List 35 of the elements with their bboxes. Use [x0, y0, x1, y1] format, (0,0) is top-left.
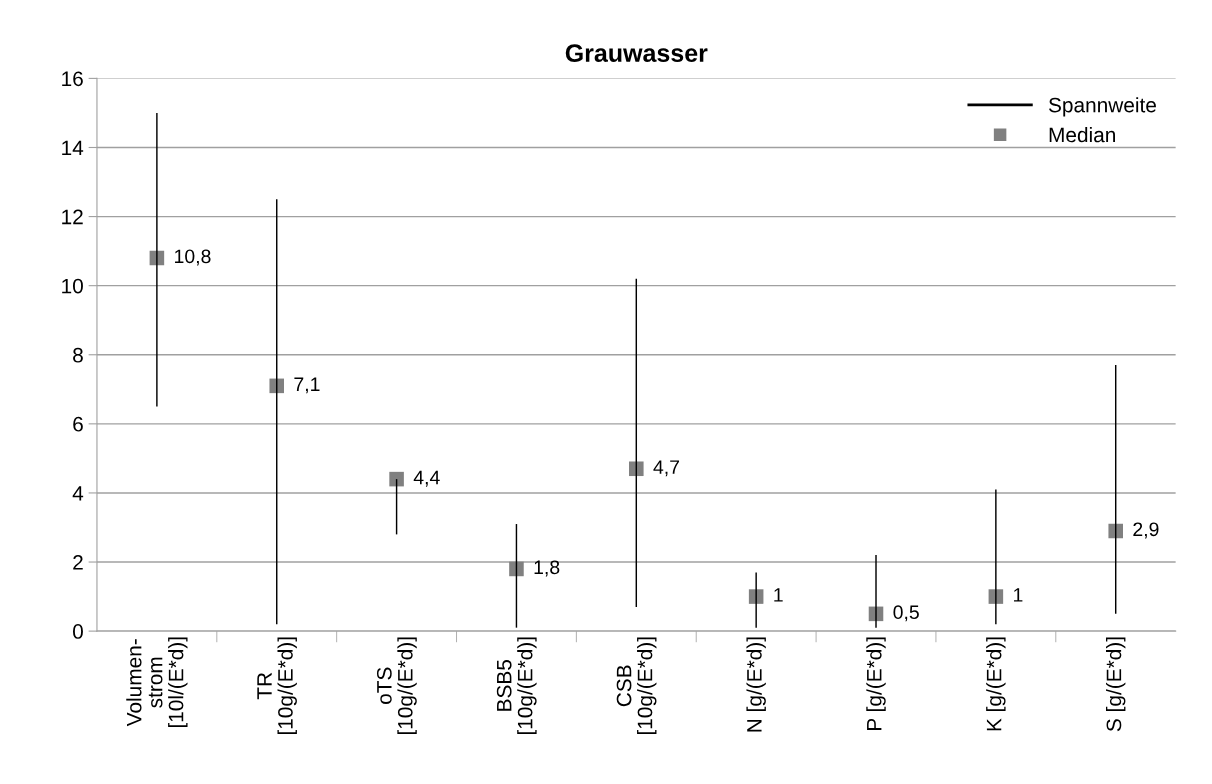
point — [1108, 523, 1123, 539]
point — [269, 378, 285, 394]
data-label: 10,8 — [175, 249, 211, 266]
chart-title: Grauwasser — [565, 44, 708, 62]
x-tick-label: Volumen- strom [10l/(E*d)] — [126, 637, 188, 728]
point — [629, 461, 644, 477]
x-tick-label: CSB [10g/(E*d)] — [616, 637, 657, 735]
data-label: 2,9 — [1133, 522, 1159, 539]
legend-label: Spannweite — [1048, 97, 1156, 117]
data-label: 4,7 — [653, 460, 680, 477]
x-tick-label: S [g/(E*d)] — [1106, 637, 1126, 732]
y-tick-label: 10 — [62, 278, 83, 294]
data-label: 1 — [1014, 588, 1023, 602]
y-tick-label: 2 — [73, 555, 83, 570]
y-tick-label: 16 — [62, 71, 83, 87]
x-tick-label: oTS [10g/(E*d)] — [376, 637, 417, 735]
x-tick-label: TR [10g/(E*d)] — [257, 637, 297, 735]
x-tick-label: N [g/(E*d)] — [746, 637, 766, 732]
data-label: 0,5 — [893, 605, 919, 622]
x-tick-label: BSB5 [10g/(E*d)] — [496, 637, 537, 735]
data-label: 1,8 — [534, 560, 560, 577]
point — [389, 471, 404, 487]
y-tick-label: 6 — [73, 416, 83, 432]
data-label: 4,4 — [413, 470, 440, 487]
y-tick-label: 12 — [62, 209, 83, 225]
data-label: 7,1 — [294, 377, 320, 394]
x-tick-label: K [g/(E*d)] — [986, 637, 1006, 731]
data-label: 1 — [774, 588, 783, 602]
legend-label: Median — [1049, 126, 1115, 143]
x-tick-label: P [g/(E*d)] — [866, 637, 886, 730]
y-tick-label: 8 — [73, 347, 83, 363]
y-tick-label: 14 — [62, 140, 84, 156]
point — [509, 561, 524, 577]
y-tick-label: 4 — [72, 486, 84, 501]
y-tick-label: 0 — [72, 624, 83, 639]
